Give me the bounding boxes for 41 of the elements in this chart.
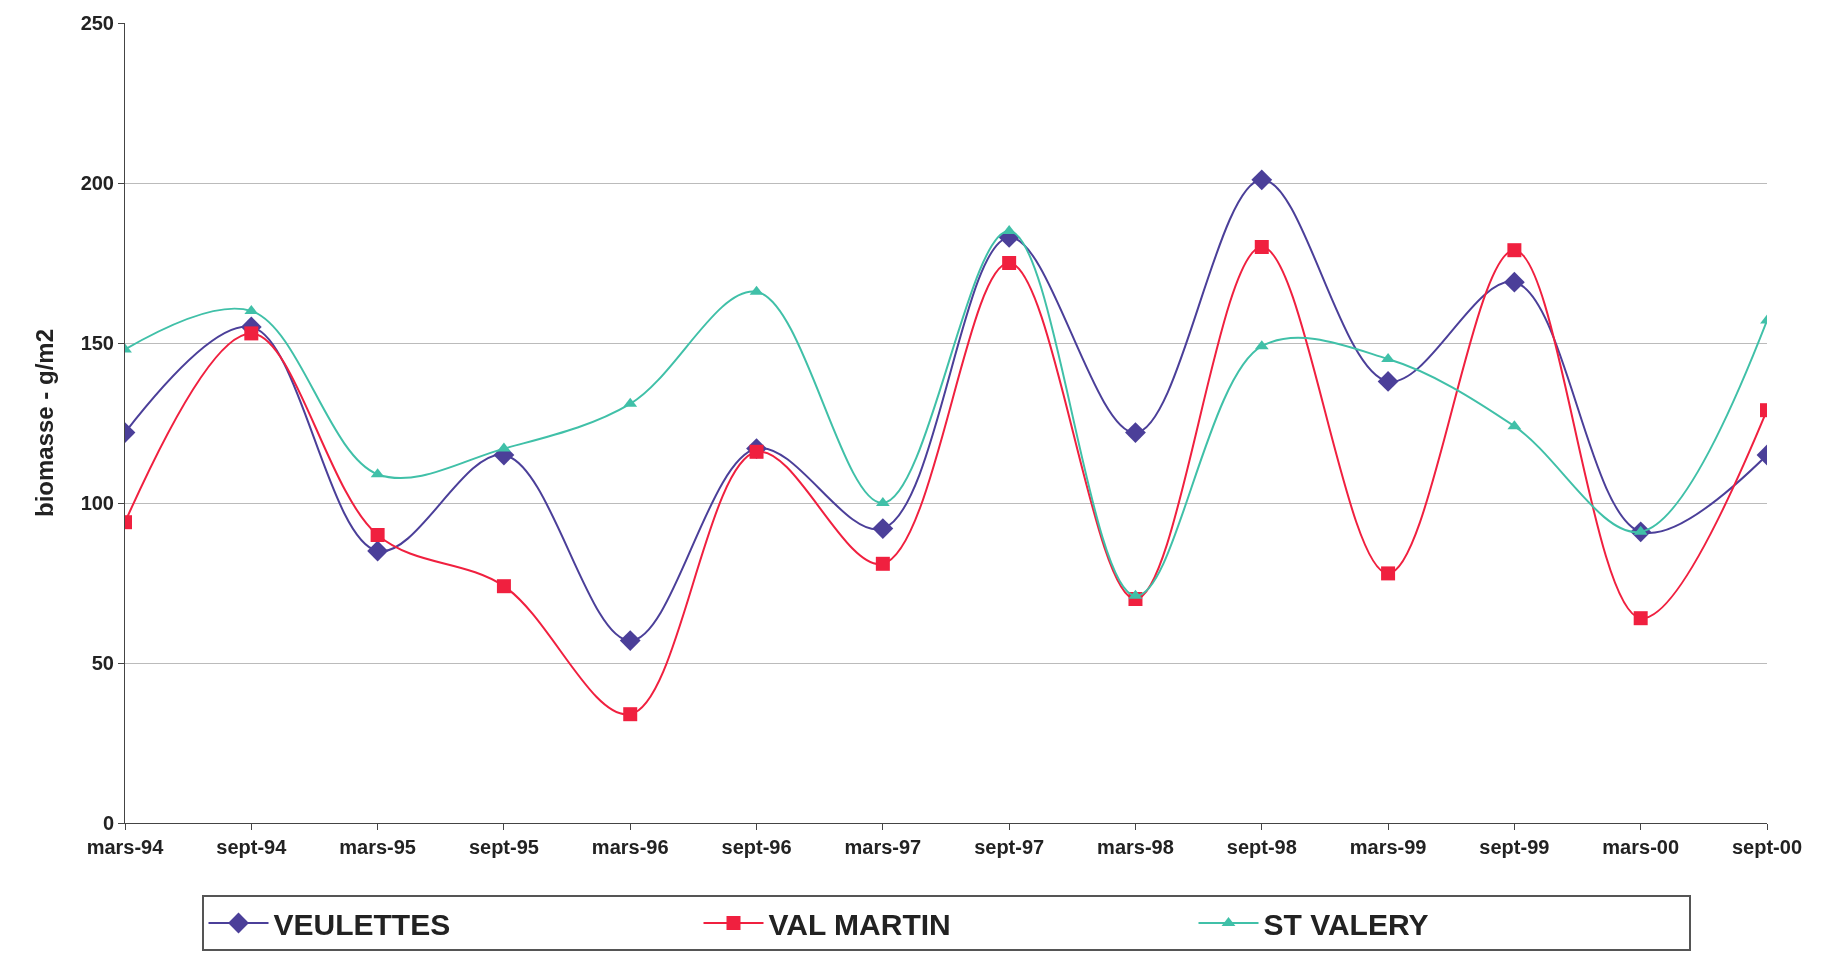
point — [1507, 243, 1522, 258]
point — [619, 630, 641, 651]
legend-label: VAL MARTIN — [768, 907, 951, 941]
y-axis-title: biomasse - g/m2 — [30, 328, 58, 518]
x-tick-label: mars-94 — [86, 836, 165, 858]
legend-label: ST VALERY — [1263, 907, 1429, 941]
y-tick-label: 0 — [102, 812, 114, 834]
x-tick-label: mars-98 — [1097, 836, 1174, 858]
point — [1254, 240, 1269, 254]
y-tick-label: 150 — [80, 332, 114, 354]
point — [244, 326, 259, 341]
x-tick-label: sept-94 — [216, 836, 288, 858]
x-tick-label: sept-99 — [1479, 836, 1550, 858]
point — [1381, 566, 1396, 581]
y-tick-label: 100 — [80, 492, 114, 514]
point — [1125, 422, 1146, 443]
x-tick-label: mars-96 — [591, 836, 669, 858]
point — [1503, 271, 1525, 293]
point — [367, 540, 389, 562]
point — [370, 528, 385, 542]
x-tick-label: sept-98 — [1226, 836, 1297, 858]
point — [1002, 256, 1017, 270]
point — [875, 556, 890, 571]
point — [623, 707, 638, 722]
x-tick-label: sept-96 — [721, 836, 792, 858]
point — [872, 518, 894, 539]
x-tick-label: sept-97 — [974, 836, 1045, 858]
legend-label: VEULETTES — [273, 907, 451, 941]
y-tick-label: 50 — [91, 652, 114, 674]
y-tick-label: 250 — [80, 12, 114, 34]
point — [1633, 611, 1648, 626]
x-tick-label: mars-95 — [339, 836, 416, 858]
x-tick-label: mars-99 — [1349, 836, 1427, 858]
point — [496, 579, 511, 594]
x-tick-label: mars-00 — [1602, 836, 1680, 858]
x-tick-label: sept-95 — [468, 836, 539, 858]
y-tick-label: 200 — [80, 172, 114, 194]
point — [1377, 371, 1399, 392]
x-tick-label: mars-97 — [844, 836, 922, 858]
point — [1251, 169, 1273, 191]
x-tick-label: sept-00 — [1731, 836, 1803, 858]
